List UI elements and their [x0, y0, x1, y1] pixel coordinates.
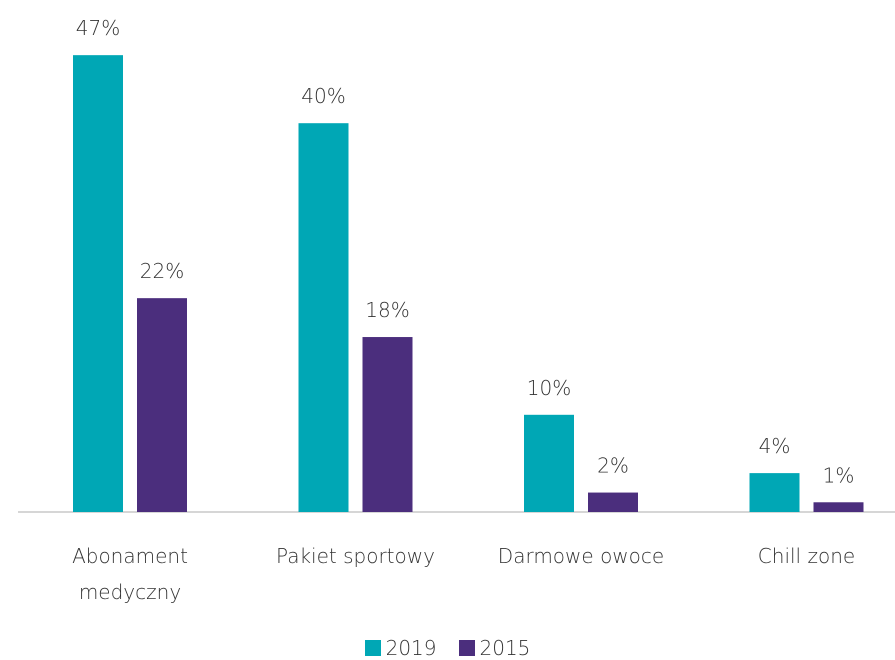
bar	[524, 414, 574, 512]
data-label: 18%	[365, 298, 409, 322]
bar	[813, 502, 864, 512]
data-label: 40%	[301, 84, 345, 108]
bar	[73, 55, 123, 512]
data-label: 22%	[140, 259, 184, 283]
legend-swatch	[458, 640, 475, 656]
data-label: 4%	[759, 434, 791, 458]
bar	[137, 298, 187, 512]
legend-item: 2015	[458, 636, 531, 660]
bar	[588, 492, 638, 512]
bar	[749, 473, 800, 512]
legend-label: 2015	[479, 636, 531, 660]
x-tick-label: Darmowe owoce	[497, 544, 665, 568]
data-label: 47%	[76, 16, 120, 40]
x-tick-label: Chill zone	[757, 544, 856, 568]
legend-item: 2019	[364, 636, 437, 660]
data-label: 10%	[527, 376, 571, 400]
x-tick-label: Pakiet sportowy	[276, 544, 435, 568]
bar	[298, 123, 349, 512]
legend: 2019 2015	[0, 636, 895, 660]
data-label: 2%	[597, 454, 629, 478]
data-label: 1%	[823, 463, 855, 487]
bar	[362, 337, 413, 512]
legend-label: 2019	[385, 636, 437, 660]
legend-swatch	[364, 640, 381, 656]
x-tick-label: Abonament medyczny	[72, 544, 188, 604]
